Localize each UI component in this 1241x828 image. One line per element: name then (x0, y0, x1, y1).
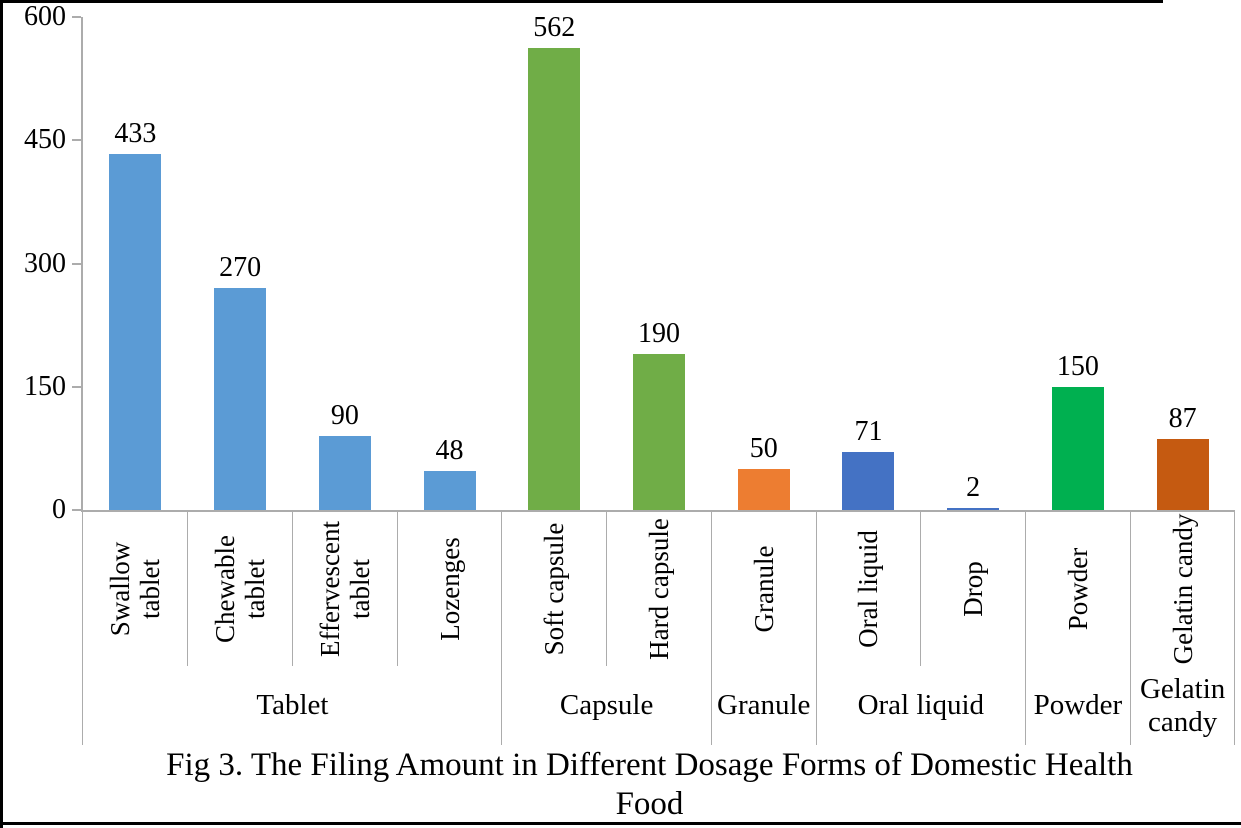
category-cell: Gelatin candy (1130, 512, 1235, 666)
group-boundary-line (1129, 512, 1131, 745)
category-label: Swallow tablet (105, 541, 166, 637)
y-tick-mark (72, 16, 81, 18)
x-axis-line (81, 510, 1235, 512)
category-divider-line (187, 512, 189, 666)
group-label: Powder (1033, 689, 1123, 721)
y-tick-mark (72, 262, 81, 265)
category-divider-line (396, 512, 398, 666)
group-label: Oral liquid (857, 689, 985, 721)
y-tick-label: 450 (24, 124, 66, 156)
y-tick-mark (72, 385, 81, 388)
bar (842, 452, 895, 510)
bar (737, 469, 790, 510)
category-cell: Powder (1026, 512, 1131, 666)
category-cell: Swallow tablet (83, 512, 188, 666)
bar-value-label: 150 (1056, 351, 1099, 382)
category-divider-line (606, 512, 608, 666)
bar (1156, 439, 1209, 510)
group-boundary-line (501, 512, 503, 745)
bar-value-label: 71 (854, 416, 883, 447)
category-label: Oral liquid (853, 530, 884, 648)
category-label: Lozenges (434, 537, 465, 641)
category-cell: Lozenges (397, 512, 502, 666)
y-axis-line (81, 17, 83, 510)
group-boundary-line (82, 512, 83, 745)
figure-border-bottom (0, 822, 1241, 825)
group-label: Gelatin candy (1139, 672, 1226, 738)
group-label: Granule (717, 689, 811, 721)
category-cell: Oral liquid (816, 512, 921, 666)
y-tick-label: 0 (52, 494, 66, 525)
y-tick-mark (72, 139, 81, 142)
category-cell: Granule (711, 512, 816, 666)
group-boundary-line (710, 512, 712, 745)
category-label: Powder (1062, 547, 1093, 631)
bar (109, 154, 162, 510)
category-cell: Soft capsule (502, 512, 607, 666)
category-label: Drop (958, 561, 989, 617)
bar-value-label: 190 (637, 318, 680, 349)
y-tick-mark (72, 509, 81, 511)
group-boundary-line (815, 512, 817, 745)
category-cell: Drop (921, 512, 1026, 666)
bar-value-label: 48 (435, 435, 464, 466)
category-cell: Chewable tablet (188, 512, 293, 666)
category-cell: Effervescent tablet (292, 512, 397, 666)
category-label: Hard capsule (643, 518, 674, 660)
category-divider-line (291, 512, 293, 666)
bar-value-label: 90 (330, 400, 359, 431)
bar (633, 354, 685, 510)
bar (528, 48, 581, 510)
category-label: Gelatin candy (1167, 513, 1198, 665)
figure-caption: Fig 3. The Filing Amount in Different Do… (58, 746, 1241, 824)
bar-value-label: 50 (749, 433, 778, 464)
category-label: Soft capsule (539, 522, 570, 656)
bar (947, 508, 1000, 510)
bar-value-label: 87 (1168, 403, 1197, 434)
y-tick-label: 150 (24, 370, 66, 402)
group-boundary-line (1234, 512, 1235, 745)
bar (214, 288, 267, 510)
figure-border-top (0, 0, 1163, 3)
category-divider-line (920, 512, 922, 666)
figure-border-left (0, 0, 3, 828)
bar-value-label: 562 (533, 12, 576, 43)
bar (423, 471, 476, 510)
group-boundary-line (1025, 512, 1027, 745)
bar (318, 436, 371, 510)
category-label: Effervescent tablet (314, 521, 375, 657)
y-tick-label: 300 (24, 247, 66, 279)
bar (1051, 387, 1104, 510)
bar-chart-plot-area: 433 Swallow tablet 270 Chewable tablet 90 Eff… (72, 12, 1235, 777)
bar-value-label: 270 (219, 252, 262, 283)
category-label: Granule (748, 545, 779, 633)
figure-caption-line-1: Fig 3. The Filing Amount in Different Do… (166, 747, 1133, 783)
category-cell: Hard capsule (607, 512, 712, 666)
figure-caption-line-2: Food (615, 786, 684, 822)
bar-value-label: 433 (114, 118, 157, 149)
group-label: Capsule (559, 689, 654, 721)
y-tick-label: 600 (24, 1, 66, 32)
bar-value-label: 2 (966, 472, 981, 503)
group-label: Tablet (256, 689, 329, 721)
category-label: Chewable tablet (210, 535, 271, 643)
